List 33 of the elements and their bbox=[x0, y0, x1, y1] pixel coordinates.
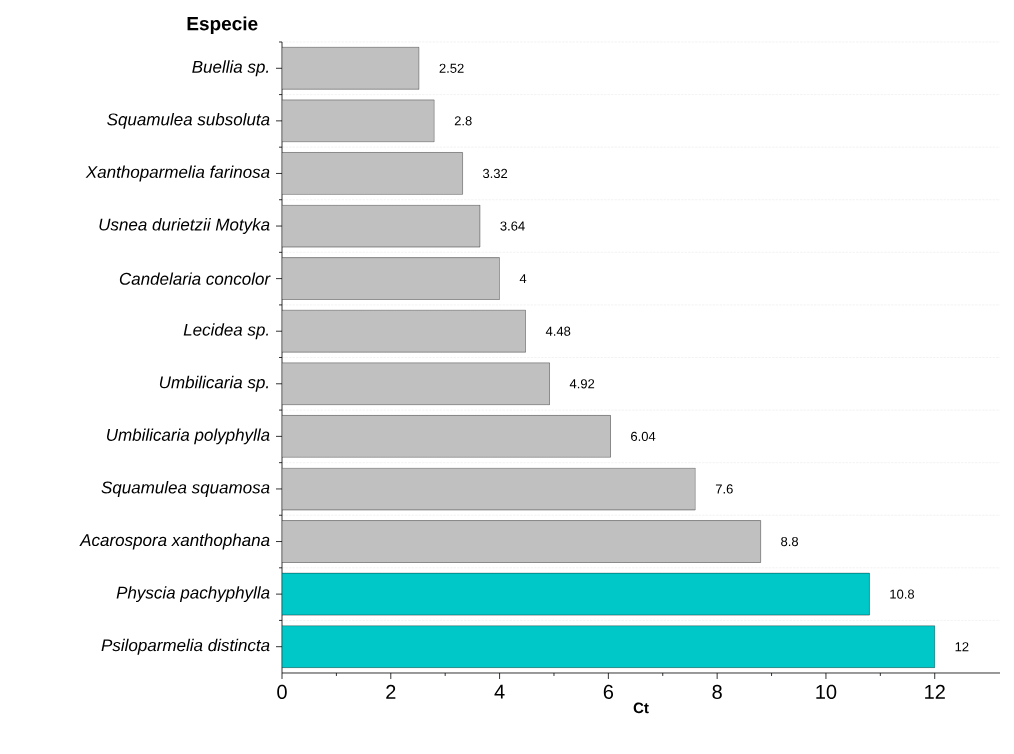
data-label: 3.64 bbox=[500, 221, 525, 231]
y-tick-label: Acarospora xanthophana bbox=[79, 533, 270, 550]
y-tick-label: Buellia sp. bbox=[192, 60, 269, 77]
x-tick-label: 2 bbox=[386, 684, 396, 699]
y-tick-label: Lecidea sp. bbox=[183, 323, 269, 340]
y-tick-label: Squamulea squamosa bbox=[101, 481, 270, 497]
data-label: 3.32 bbox=[482, 168, 508, 179]
data-label: 10.8 bbox=[890, 589, 915, 599]
data-label: 4.48 bbox=[545, 326, 571, 336]
x-tick-label: 6 bbox=[603, 684, 614, 700]
y-tick-label: Umbilicaria polyphylla bbox=[107, 428, 270, 445]
x-tick-label: 0 bbox=[277, 684, 287, 700]
data-label: 7.6 bbox=[715, 484, 733, 494]
data-label: 4.92 bbox=[569, 379, 595, 389]
x-axis-title: Ct bbox=[633, 702, 649, 714]
y-tick-label: Physcia pachyphylla bbox=[116, 586, 270, 603]
y-axis-title: Especie bbox=[187, 16, 258, 35]
y-tick-label: Squamulea subsoluta bbox=[107, 112, 270, 129]
y-tick-label: Xanthoparmelia farinosa bbox=[85, 165, 270, 182]
y-tick-label: Usnea durietzii Motyka bbox=[99, 218, 270, 234]
y-tick-label: Psiloparmelia distincta bbox=[101, 638, 270, 655]
x-tick-label: 10 bbox=[816, 684, 837, 700]
data-label: 2.8 bbox=[454, 116, 472, 126]
y-tick-label: Umbilicaria sp. bbox=[159, 375, 269, 392]
data-label: 8.8 bbox=[781, 536, 799, 547]
y-tick-label: Candelaria concolor bbox=[119, 272, 271, 285]
data-label: 6.04 bbox=[631, 431, 656, 441]
data-label: 4 bbox=[519, 274, 527, 284]
x-tick-label: 8 bbox=[712, 684, 722, 700]
x-tick-label: 12 bbox=[925, 684, 945, 699]
data-label: 12 bbox=[955, 642, 969, 652]
data-label: 2.52 bbox=[439, 63, 464, 73]
x-tick-label: 4 bbox=[494, 684, 505, 699]
